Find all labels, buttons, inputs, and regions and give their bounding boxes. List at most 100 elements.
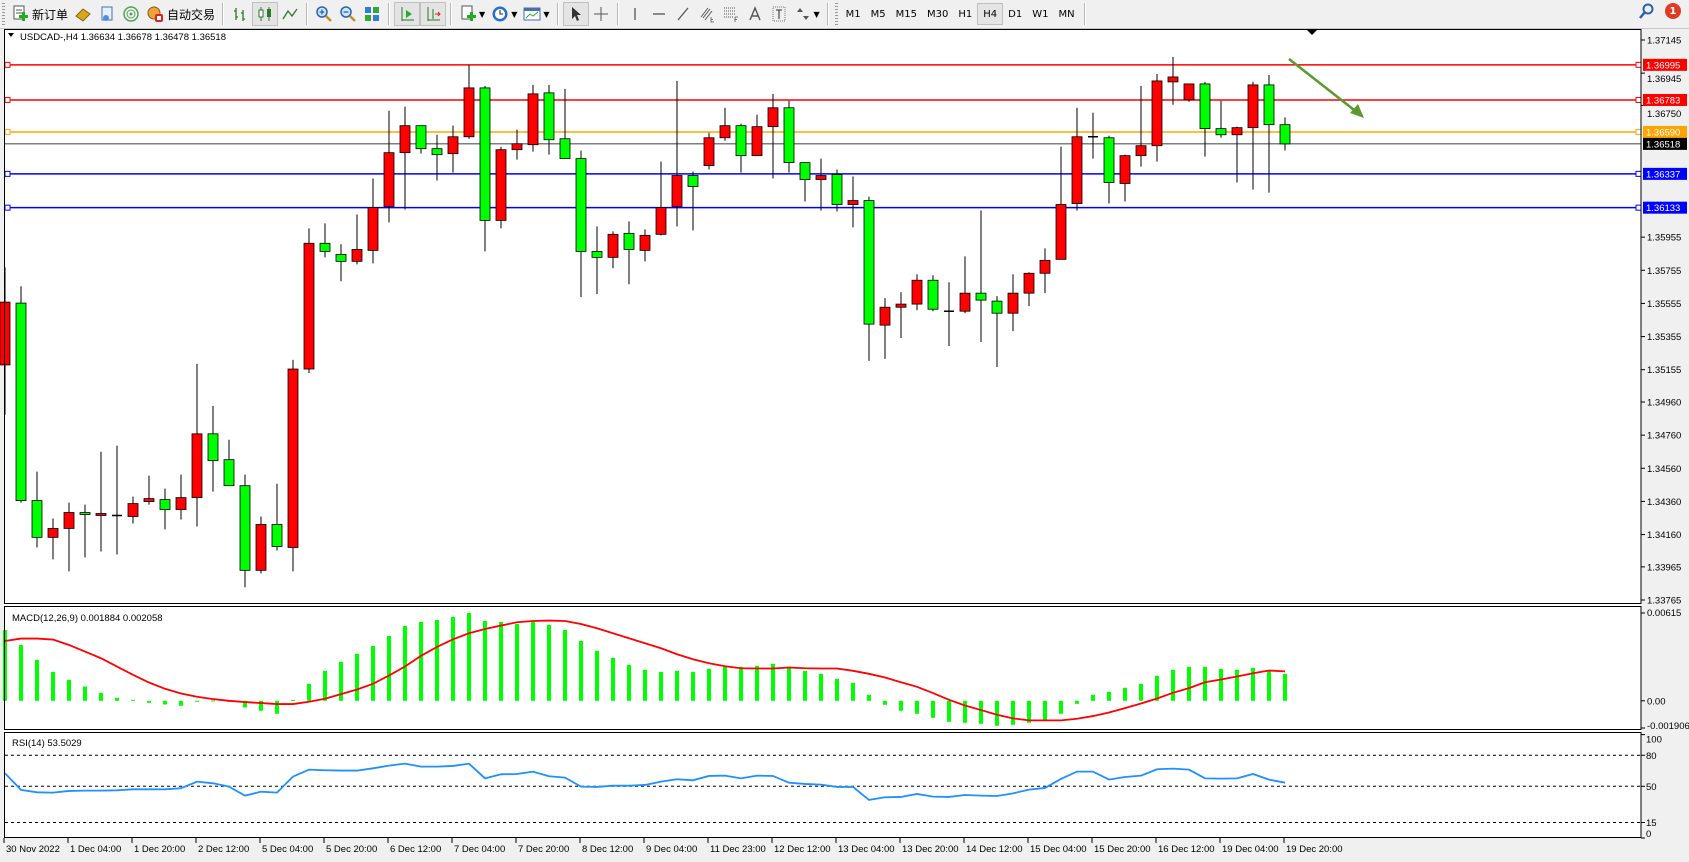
macd-histogram-bar (1155, 675, 1159, 701)
fibonacci-tool[interactable] (719, 2, 743, 26)
alerts-badge[interactable]: 1 (1665, 3, 1681, 19)
text-tool[interactable] (743, 2, 767, 26)
auto-scroll-button[interactable] (394, 2, 421, 26)
time-tick-label: 14 Dec 12:00 (966, 844, 1023, 855)
crosshair-icon (593, 7, 608, 21)
candle-body (1007, 292, 1019, 314)
price-tag-label: 1.36783 (1646, 95, 1680, 106)
timeframe-w1[interactable]: W1 (1032, 8, 1049, 20)
toolbar-right: 1 (1637, 2, 1681, 20)
candlestick-chart-button[interactable] (252, 2, 279, 26)
rsi-pane[interactable] (4, 754, 1641, 823)
timeframe-m15[interactable]: M15 (895, 8, 918, 20)
macd-histogram-bar (1139, 683, 1143, 701)
chart-shift-button[interactable] (420, 2, 447, 26)
candle-body (191, 433, 203, 499)
new-order-label: 新订单 (32, 7, 69, 22)
timeframe-m1[interactable]: M1 (845, 8, 861, 20)
market-watch-button[interactable] (71, 2, 95, 26)
navigator-icon (123, 6, 139, 22)
toolbar-separator (1083, 3, 1086, 25)
macd-histogram-bar (1267, 670, 1271, 701)
candle-body (479, 87, 491, 221)
line-chart-button[interactable] (278, 2, 302, 26)
toolbar-grip[interactable] (834, 3, 838, 25)
new-order-button[interactable]: 新订单 (8, 2, 71, 26)
macd-histogram-bar (451, 616, 455, 701)
timeframe-m5[interactable]: M5 (870, 8, 886, 20)
macd-histogram-bar (1027, 700, 1031, 723)
timeframe-m30[interactable]: M30 (927, 8, 949, 20)
candle-body (543, 92, 555, 141)
candle-body (799, 162, 811, 180)
candle-body (511, 143, 523, 151)
rsi-tick-label: 80 (1646, 751, 1657, 762)
bar-chart-button[interactable] (228, 2, 252, 26)
price-pane[interactable] (0, 30, 1642, 588)
zoom-out-button[interactable] (336, 2, 360, 26)
macd-histogram-bar (899, 700, 903, 711)
candle-body (719, 125, 731, 139)
toolbar-separator (388, 3, 391, 25)
macd-pane[interactable] (3, 613, 1287, 726)
candle-body (703, 137, 715, 166)
horizontal-line-tool[interactable] (647, 2, 671, 26)
time-tick-label: 16 Dec 12:00 (1158, 844, 1215, 855)
macd-histogram-bar (579, 640, 583, 701)
macd-histogram-bar (563, 629, 567, 701)
macd-tick-label: 0.00 (1647, 696, 1666, 707)
toolbar-separator (450, 3, 453, 25)
macd-histogram-bar (179, 700, 183, 706)
timeframe-h1[interactable]: H1 (958, 8, 973, 20)
equidistant-channel-tool[interactable] (695, 2, 719, 26)
macd-histogram-bar (131, 699, 135, 701)
tile-windows-button[interactable] (360, 2, 384, 26)
candle-body (863, 200, 875, 325)
candle-body (879, 306, 891, 326)
price-tick-label: 1.35355 (1647, 332, 1681, 343)
vertical-line-tool[interactable] (623, 2, 647, 26)
text-a-icon (748, 6, 761, 21)
cursor-tool-button[interactable] (562, 2, 589, 26)
macd-histogram-bar (355, 653, 359, 701)
macd-histogram-bar (627, 664, 631, 701)
price-tick-label: 1.37145 (1647, 36, 1681, 47)
candle-body (591, 251, 603, 258)
zoom-in-button[interactable] (312, 2, 336, 26)
line-handle (1635, 204, 1642, 211)
time-tick-label: 11 Dec 23:00 (710, 844, 766, 855)
templates-button[interactable]: ▼ (520, 2, 552, 26)
timeframe-d1[interactable]: D1 (1008, 8, 1023, 20)
timeframe-mn[interactable]: MN (1058, 8, 1075, 20)
time-tick-label: 9 Dec 04:00 (646, 844, 697, 855)
candle-body (1183, 83, 1195, 101)
crosshair-tool-button[interactable] (589, 2, 613, 26)
collapse-triangle-icon[interactable] (8, 33, 14, 37)
macd-histogram-bar (339, 661, 343, 701)
price-tag (1643, 58, 1687, 71)
periods-button[interactable]: ▼ (488, 2, 520, 26)
line-handle (4, 61, 11, 68)
price-tick-label: 1.35755 (1647, 266, 1681, 277)
search-icon[interactable] (1637, 2, 1655, 20)
price-tick-label: 1.34360 (1647, 497, 1681, 508)
price-tick-label: 1.34760 (1647, 431, 1681, 442)
macd-histogram-bar (947, 700, 951, 722)
indicators-button[interactable]: ▼ (456, 2, 488, 26)
navigator-button[interactable] (119, 2, 143, 26)
trendline-icon (677, 7, 688, 21)
macd-histogram-bar (387, 635, 391, 701)
timeframe-h4[interactable]: H4 (977, 3, 1004, 25)
time-tick-label: 13 Dec 20:00 (902, 844, 959, 855)
data-window-button[interactable] (95, 2, 119, 26)
trendline-tool[interactable] (671, 2, 695, 26)
arrows-tool[interactable]: ▼ (791, 2, 823, 26)
time-tick-label: 7 Dec 04:00 (454, 844, 505, 855)
dropdown-caret-icon: ▼ (511, 9, 518, 19)
auto-trading-button[interactable]: 自动交易 (143, 2, 218, 26)
auto-trading-label: 自动交易 (167, 7, 216, 22)
text-label-tool[interactable] (767, 2, 791, 26)
tile-windows-icon (365, 7, 380, 21)
toolbar-grip[interactable] (2, 3, 5, 25)
